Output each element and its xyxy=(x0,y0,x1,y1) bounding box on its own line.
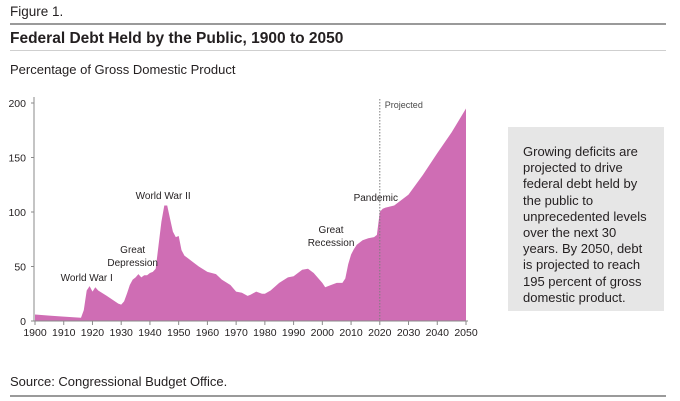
x-tick-label: 1940 xyxy=(138,327,162,339)
y-tick-label: 150 xyxy=(8,153,26,165)
projection-label: Projected xyxy=(385,100,423,110)
callout-text: Growing deficits are projected to drive … xyxy=(523,144,647,305)
chart-title: Federal Debt Held by the Public, 1900 to… xyxy=(10,30,344,47)
callout-box: Growing deficits are projected to drive … xyxy=(508,127,664,311)
annotation-label: Great Depression xyxy=(107,245,158,269)
x-tick-label: 1990 xyxy=(282,327,306,339)
x-tick-label: 2040 xyxy=(426,327,450,339)
annotation-label: World War I xyxy=(61,273,113,284)
x-tick-label: 1970 xyxy=(224,327,248,339)
x-tick-label: 1950 xyxy=(167,327,191,339)
x-tick-label: 1920 xyxy=(81,327,105,339)
top-divider xyxy=(10,23,666,25)
y-tick-label: 0 xyxy=(20,316,26,328)
figure-label: Figure 1. xyxy=(10,4,64,19)
x-tick-label: 2020 xyxy=(368,327,392,339)
bottom-divider xyxy=(10,395,666,397)
title-divider xyxy=(10,50,666,51)
x-tick-label: 1980 xyxy=(253,327,277,339)
y-tick-label: 200 xyxy=(8,98,26,110)
debt-area-series xyxy=(35,108,466,321)
x-tick-label: 1910 xyxy=(52,327,76,339)
x-tick-label: 1900 xyxy=(23,327,47,339)
annotation-label: Pandemic xyxy=(354,193,398,204)
x-tick-label: 2030 xyxy=(397,327,421,339)
y-axis-caption: Percentage of Gross Domestic Product xyxy=(10,62,236,77)
x-tick-label: 1960 xyxy=(196,327,220,339)
annotation-label: World War II xyxy=(136,191,191,202)
annotation-label: Great Recession xyxy=(308,225,355,249)
source-note: Source: Congressional Budget Office. xyxy=(10,374,228,389)
x-tick-label: 1930 xyxy=(110,327,134,339)
y-tick-label: 100 xyxy=(8,207,26,219)
x-tick-label: 2050 xyxy=(454,327,478,339)
y-tick-label: 50 xyxy=(14,262,26,274)
x-tick-label: 2000 xyxy=(311,327,335,339)
x-tick-label: 2010 xyxy=(339,327,363,339)
